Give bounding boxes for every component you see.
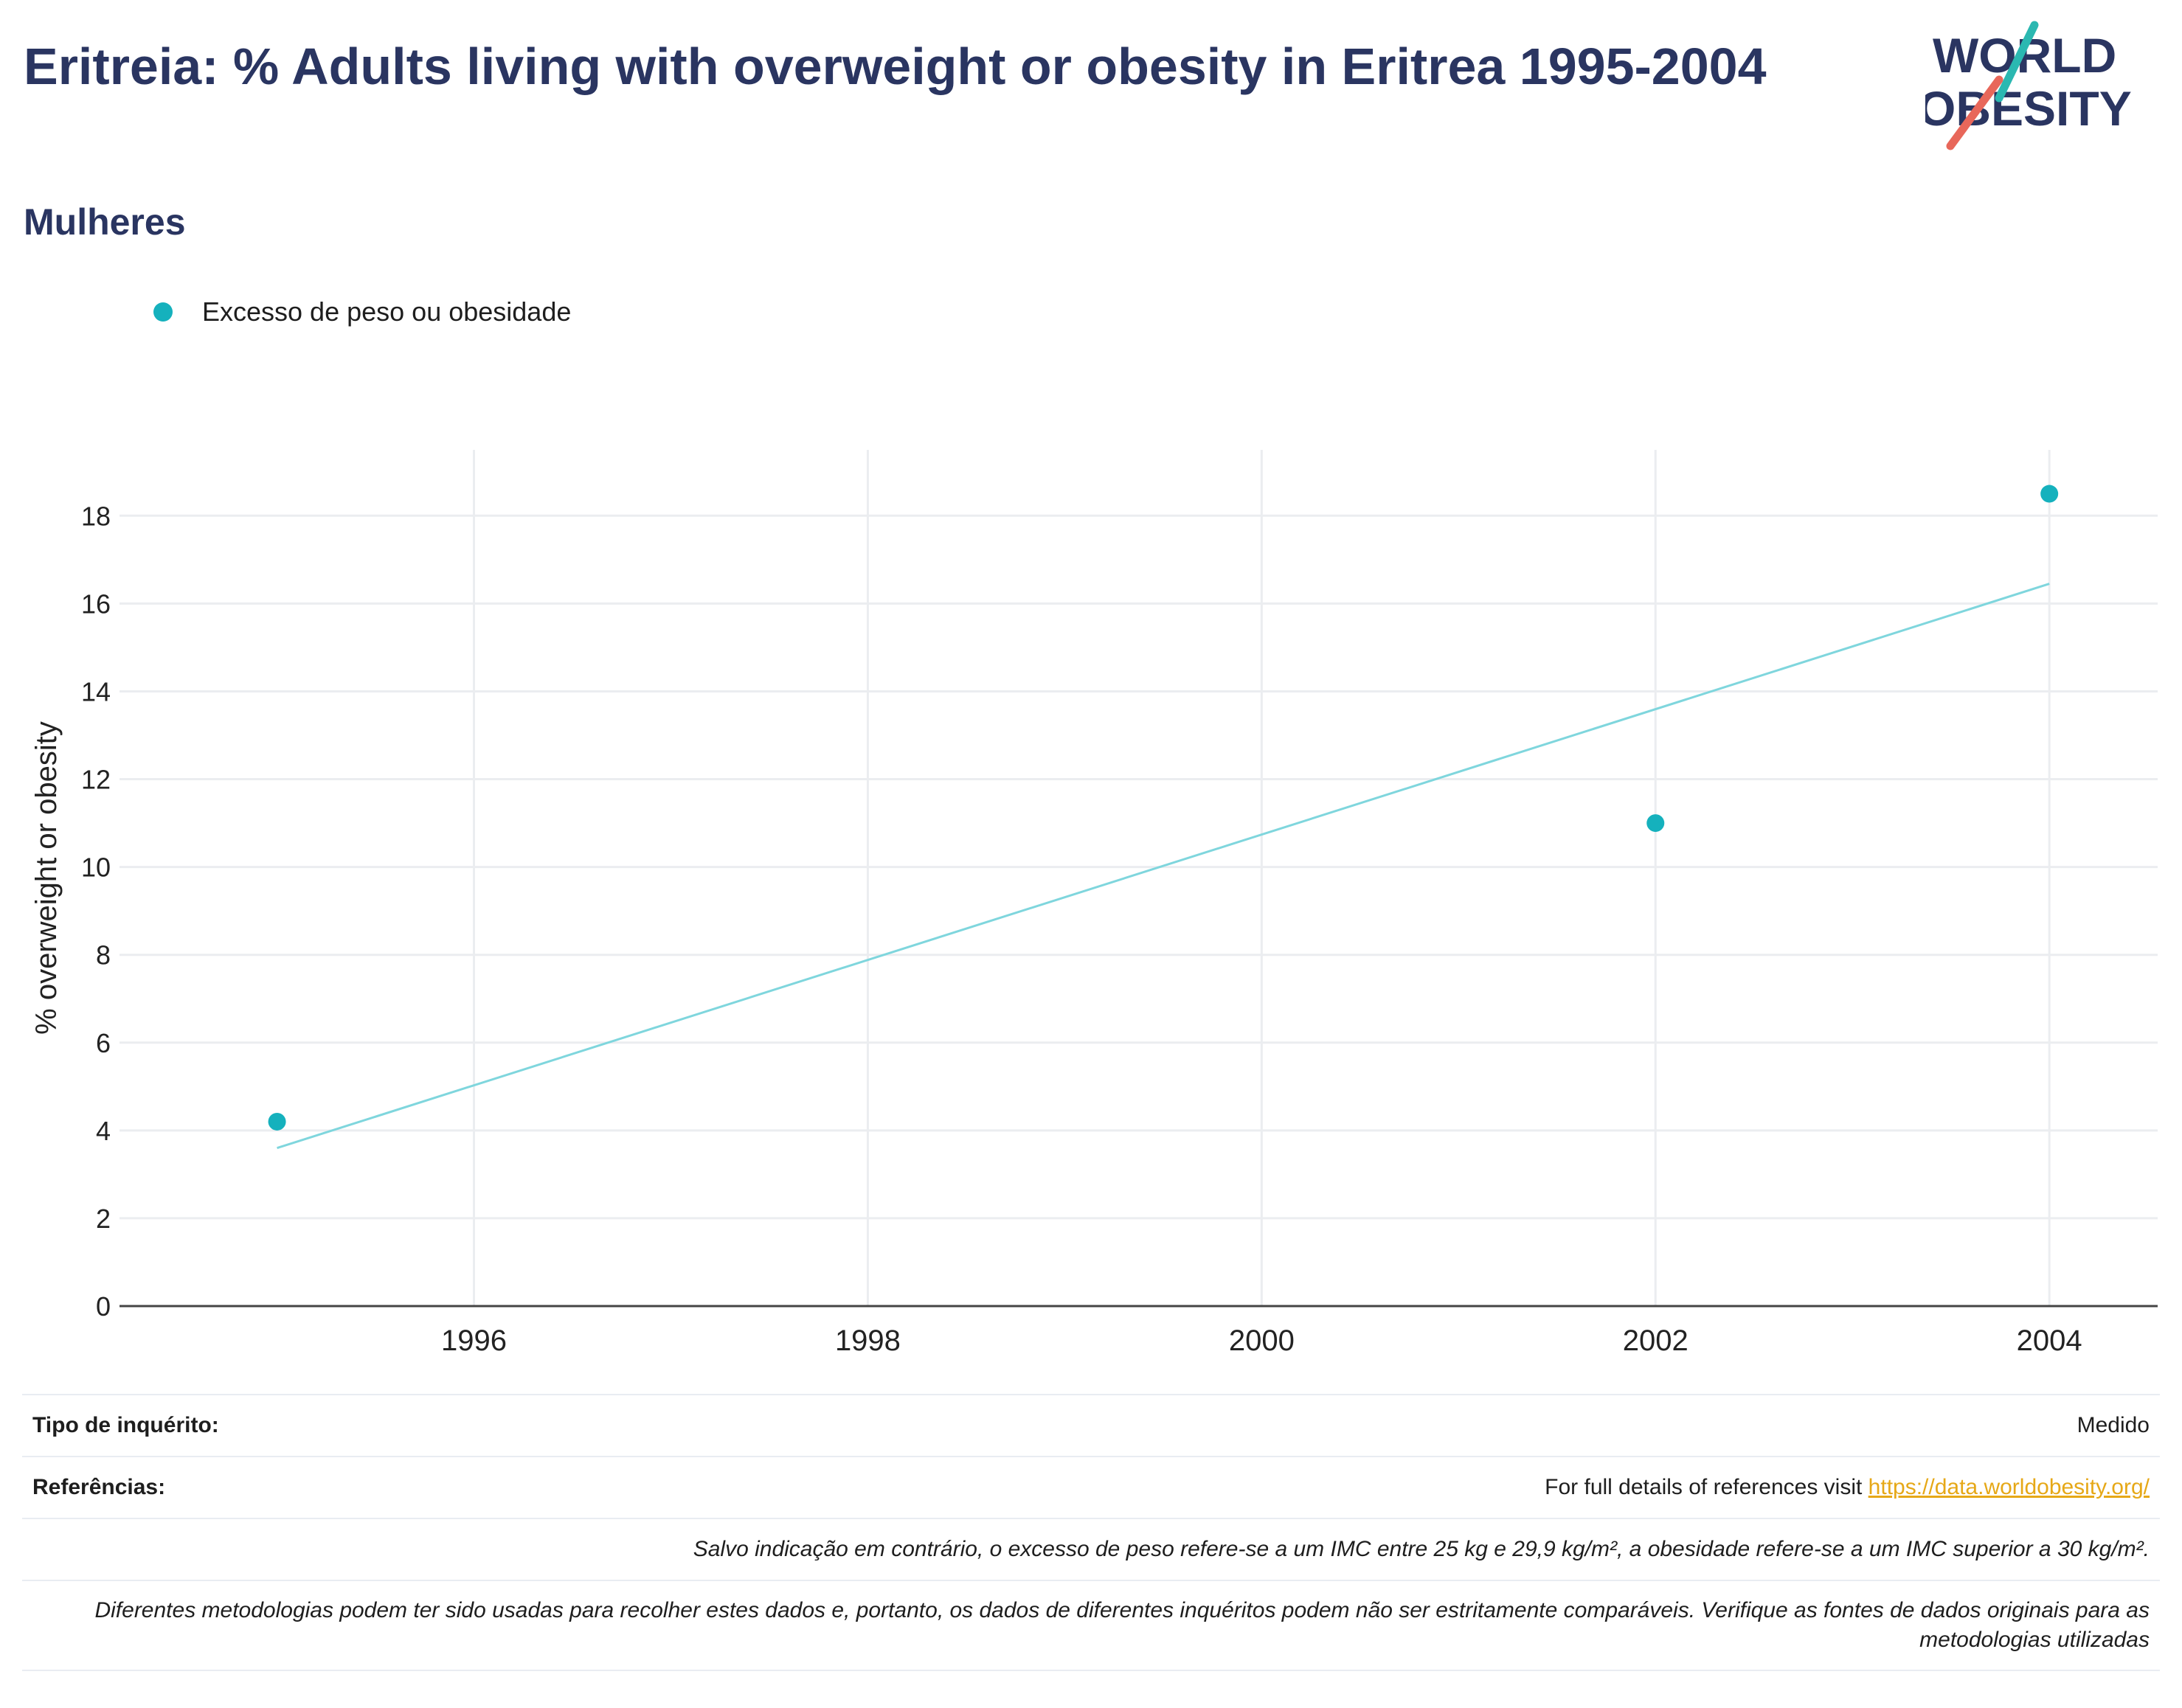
footer-row-bmi-note: Salvo indicação em contrário, o excesso … [22, 1518, 2160, 1580]
references-label: Referências: [32, 1475, 166, 1499]
x-tick-label: 1998 [835, 1325, 901, 1357]
x-tick-label: 1996 [441, 1325, 507, 1357]
footer-row-references: Referências: For full details of referen… [22, 1456, 2160, 1518]
y-axis-title: % overweight or obesity [30, 721, 63, 1035]
x-tick-label: 2002 [1623, 1325, 1689, 1357]
bmi-definition-note: Salvo indicação em contrário, o excesso … [693, 1537, 2150, 1561]
references-value: For full details of references visit htt… [1545, 1475, 2150, 1500]
y-tick-label: 2 [96, 1204, 111, 1234]
y-tick-label: 0 [96, 1291, 111, 1322]
references-text: For full details of references visit [1545, 1475, 1863, 1499]
trend-line [277, 583, 2050, 1150]
legend-label: Excesso de peso ou obesidade [202, 296, 572, 327]
data-point [268, 1112, 286, 1131]
footer-row-methodology-note: Diferentes metodologias podem ter sido u… [22, 1580, 2160, 1671]
y-tick-label: 6 [96, 1028, 111, 1058]
y-tick-label: 18 [81, 501, 111, 531]
y-tick-label: 14 [81, 676, 111, 707]
data-point [2040, 485, 2059, 503]
references-link[interactable]: https://data.worldobesity.org/ [1868, 1475, 2150, 1499]
methodology-note: Diferentes metodologias podem ter sido u… [94, 1598, 2150, 1652]
scatter-chart: 0 2 4 6 8 10 12 14 16 18 1996 1998 2000 2002 2004 % ove… [30, 450, 2158, 1357]
world-obesity-logo: WORLD OBESITY [1925, 21, 2132, 150]
y-tick-label: 8 [96, 940, 111, 971]
footer-table: Tipo de inquérito: Medido Referências: F… [22, 1394, 2160, 1671]
y-tick-label: 12 [81, 765, 111, 795]
page-title: Eritreia: % Adults living with overweigh… [24, 38, 1767, 95]
data-point [1646, 814, 1665, 833]
chart-subtitle: Mulheres [24, 201, 186, 243]
x-tick-label: 2004 [2017, 1325, 2082, 1357]
logo-slash-coral [1946, 75, 2003, 150]
y-tick-label: 16 [81, 589, 111, 619]
y-tick-label: 10 [81, 853, 111, 883]
legend-marker-icon [153, 302, 173, 322]
survey-type-label: Tipo de inquérito: [32, 1413, 219, 1437]
logo-text-obesity: OBESITY [1925, 81, 2132, 136]
survey-type-value: Medido [2077, 1413, 2150, 1437]
footer-row-survey: Tipo de inquérito: Medido [22, 1394, 2160, 1456]
logo-slash-teal [1995, 21, 2039, 103]
y-tick-label: 4 [96, 1116, 111, 1146]
chart-legend[interactable]: Excesso de peso ou obesidade [153, 296, 571, 327]
x-tick-label: 2000 [1229, 1325, 1295, 1357]
